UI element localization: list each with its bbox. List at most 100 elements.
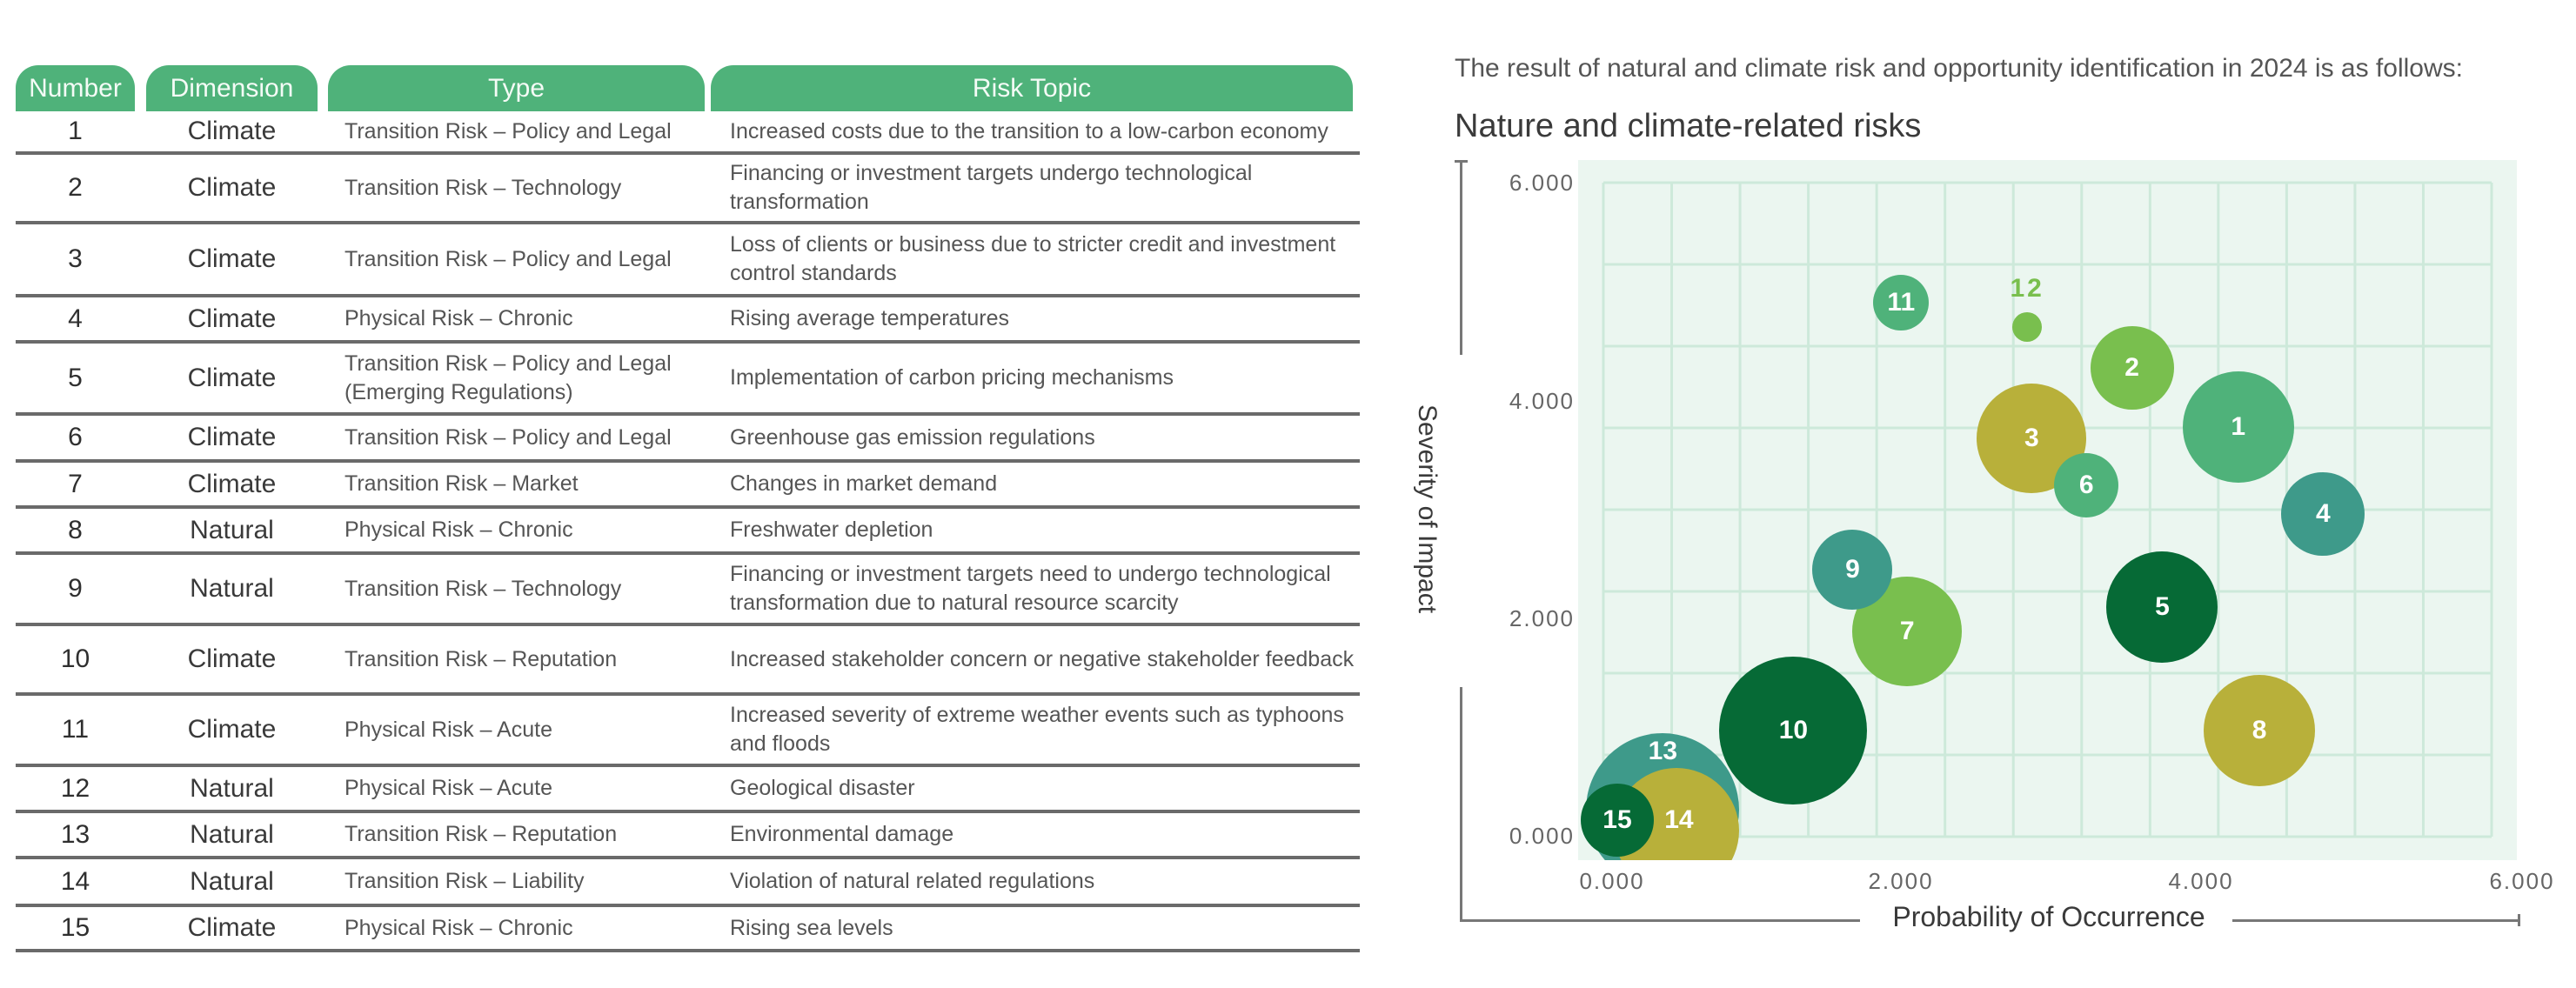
- number-cell-text: 2: [68, 173, 83, 202]
- dimension-cell-text: Climate: [187, 715, 277, 744]
- table-row: 12 Natural Physical Risk – Acute Geological…: [16, 767, 1360, 813]
- dimension-cell-text: Climate: [187, 244, 277, 273]
- type-cell: Transition Risk – Reputation: [345, 813, 710, 856]
- bubble-label: 12: [2010, 274, 2044, 304]
- type-cell: Transition Risk – Policy and Legal: [345, 111, 710, 151]
- topic-cell: Geological disaster: [730, 767, 1361, 810]
- type-cell-text: Transition Risk – Market: [345, 471, 579, 496]
- bubble-clip: 13 10 14 1 5 8 3 7 2 4 9 15 6 11 12: [1578, 160, 2517, 860]
- table-row: 5 Climate Transition Risk – Policy and Leg…: [16, 344, 1360, 416]
- number-cell-text: 14: [60, 866, 90, 896]
- dimension-cell: Climate: [146, 344, 318, 412]
- table-row: 3 Climate Transition Risk – Policy and Leg…: [16, 224, 1360, 297]
- number-cell-text: 11: [61, 715, 90, 744]
- dimension-cell-text: Natural: [190, 773, 274, 803]
- topic-cell: Rising sea levels: [730, 907, 1361, 949]
- type-cell-text: Transition Risk – Policy and Legal: [345, 246, 672, 271]
- y-axis-line-top: [1460, 160, 1462, 355]
- table-row: 8 Natural Physical Risk – Chronic Freshwate…: [16, 509, 1360, 555]
- bubble-5: 5: [2106, 551, 2218, 663]
- topic-cell: Increased costs due to the transition to…: [730, 111, 1361, 151]
- dimension-cell: Climate: [146, 155, 318, 221]
- type-cell: Physical Risk – Acute: [345, 696, 710, 764]
- dimension-cell-text: Natural: [190, 574, 274, 603]
- header-risk-topic: Risk Topic: [711, 65, 1353, 111]
- dimension-cell-text: Climate: [187, 117, 277, 145]
- type-cell-text: Transition Risk – Technology: [345, 175, 622, 200]
- dimension-cell: Climate: [146, 224, 318, 294]
- type-cell-text: Transition Risk – Reputation: [345, 822, 618, 846]
- number-cell: 14: [16, 859, 135, 904]
- y-tick-2: 2.000: [1509, 605, 1575, 631]
- topic-cell: Implementation of carbon pricing mechani…: [730, 344, 1361, 412]
- type-cell-text: Physical Risk – Chronic: [345, 306, 573, 330]
- number-cell: 13: [16, 813, 135, 856]
- type-cell: Transition Risk – Market: [345, 463, 710, 505]
- topic-cell: Changes in market demand: [730, 463, 1361, 505]
- dimension-cell-text: Climate: [187, 644, 277, 673]
- number-cell: 10: [16, 626, 135, 692]
- dimension-cell: Natural: [146, 859, 318, 904]
- number-cell-text: 10: [60, 644, 90, 673]
- bubble-label: 1: [2231, 412, 2246, 442]
- intro-text: The result of natural and climate risk a…: [1455, 54, 2463, 83]
- topic-cell-text: Financing or investment targets undergo …: [730, 161, 1253, 214]
- bubble-9: 9: [1812, 530, 1893, 610]
- type-cell: Physical Risk – Chronic: [345, 907, 710, 949]
- number-cell: 15: [16, 907, 135, 949]
- topic-cell-text: Environmental damage: [730, 822, 954, 846]
- table-row: 15 Climate Physical Risk – Chronic Rising s…: [16, 907, 1360, 952]
- bubble-label: 7: [1899, 617, 1915, 646]
- dimension-cell-text: Climate: [187, 913, 277, 942]
- dimension-cell: Natural: [146, 767, 318, 810]
- topic-cell: Rising average temperatures: [730, 297, 1361, 340]
- dimension-cell: Climate: [146, 696, 318, 764]
- dimension-cell: Natural: [146, 555, 318, 623]
- header-type: Type: [328, 65, 705, 111]
- type-cell: Transition Risk – Reputation: [345, 626, 710, 692]
- number-cell-text: 3: [68, 244, 83, 273]
- topic-cell: Violation of natural related regulations: [730, 859, 1361, 904]
- table-row: 7 Climate Transition Risk – Market Changes …: [16, 463, 1360, 509]
- y-axis-cap: [1455, 160, 1468, 163]
- number-cell: 12: [16, 767, 135, 810]
- y-axis-line-bottom: [1460, 687, 1462, 922]
- topic-cell-text: Changes in market demand: [730, 471, 998, 496]
- y-tick-6: 6.000: [1509, 170, 1575, 196]
- bubble-label: 5: [2155, 591, 2170, 621]
- number-cell-text: 15: [60, 913, 90, 942]
- bubble-4: 4: [2281, 472, 2365, 557]
- dimension-cell: Climate: [146, 416, 318, 459]
- number-cell: 2: [16, 155, 135, 221]
- x-tick-6: 6.000: [2489, 868, 2555, 894]
- type-cell: Transition Risk – Policy and Legal: [345, 416, 710, 459]
- bubble-12: 12: [2010, 274, 2043, 343]
- type-cell-text: Transition Risk – Technology: [345, 576, 622, 601]
- number-cell-text: 13: [60, 819, 90, 849]
- type-cell-text: Transition Risk – Reputation: [345, 646, 618, 671]
- dimension-cell: Climate: [146, 907, 318, 949]
- type-cell: Transition Risk – Technology: [345, 555, 710, 623]
- type-cell: Transition Risk – Policy and Legal: [345, 224, 710, 294]
- dimension-cell-text: Climate: [187, 423, 277, 451]
- dimension-cell-text: Climate: [187, 173, 277, 202]
- type-cell-text: Physical Risk – Acute: [345, 776, 552, 800]
- topic-cell-text: Implementation of carbon pricing mechani…: [730, 365, 1174, 390]
- topic-cell: Greenhouse gas emission regulations: [730, 416, 1361, 459]
- table-row: 14 Natural Transition Risk – Liability Viol…: [16, 859, 1360, 907]
- bubble-label: 9: [1845, 555, 1860, 584]
- x-tick-4: 4.000: [2168, 868, 2234, 894]
- type-cell-text: Physical Risk – Chronic: [345, 915, 573, 940]
- x-axis-line-left: [1460, 919, 1860, 922]
- x-tick-0: 0.000: [1579, 868, 1645, 894]
- dimension-cell-text: Natural: [190, 515, 274, 544]
- number-cell: 4: [16, 297, 135, 340]
- number-cell-text: 5: [68, 363, 83, 392]
- bubble-2: 2: [2090, 325, 2174, 410]
- number-cell-text: 4: [68, 304, 83, 333]
- topic-cell: Financing or investment targets need to …: [730, 555, 1361, 623]
- header-number: Number: [16, 65, 135, 111]
- table-row: 13 Natural Transition Risk – Reputation Env…: [16, 813, 1360, 859]
- number-cell: 3: [16, 224, 135, 294]
- bubble-label: 8: [2251, 716, 2267, 744]
